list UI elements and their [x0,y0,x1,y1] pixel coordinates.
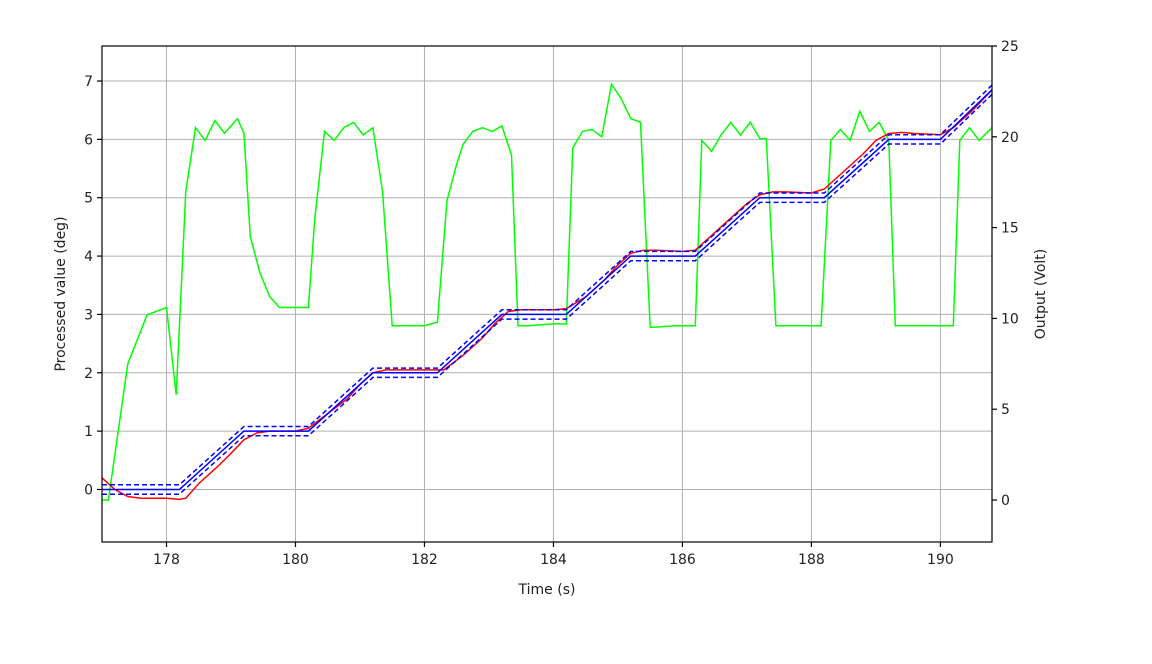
right-y-tick-label: 5 [1001,402,1010,418]
right-y-tick-label: 25 [1001,39,1019,55]
x-axis-title: Time (s) [518,582,576,598]
left-y-tick-label: 6 [84,132,93,148]
left-y-axis-title: Processed value (deg) [53,216,69,371]
x-tick-label: 178 [153,552,180,568]
series-line-1 [102,89,992,491]
left-y-tick-label: 0 [84,482,93,498]
x-tick-label: 184 [540,552,567,568]
right-y-tick-label: 20 [1001,130,1019,146]
plot-frame [101,45,993,543]
left-y-tick-label: 5 [84,191,93,207]
axes: 178 180 182 184 186 188 190 0 1 2 3 4 5 6 7 0 5 10 15 20 25 [84,39,1019,568]
series-line-3 [102,93,992,495]
right-y-axis-title: Output (Volt) [1033,249,1049,339]
x-tick-label: 180 [282,552,309,568]
grid-lines [102,46,992,542]
x-tick-label: 190 [927,552,954,568]
x-tick-label: 182 [411,552,438,568]
left-y-tick-label: 3 [84,307,93,323]
left-y-tick-label: 1 [84,424,93,440]
plot-series [102,82,992,501]
left-y-tick-label: 7 [84,74,93,90]
right-y-tick-label: 15 [1001,221,1019,237]
right-y-tick-label: 10 [1001,311,1019,327]
x-tick-label: 188 [798,552,825,568]
series-line-2 [102,84,992,486]
series-line-4 [102,82,992,501]
left-y-tick-label: 2 [84,366,93,382]
right-y-tick-label: 0 [1001,493,1010,509]
series-line-0 [102,89,992,501]
left-y-tick-label: 4 [84,249,93,265]
x-tick-label: 186 [669,552,696,568]
